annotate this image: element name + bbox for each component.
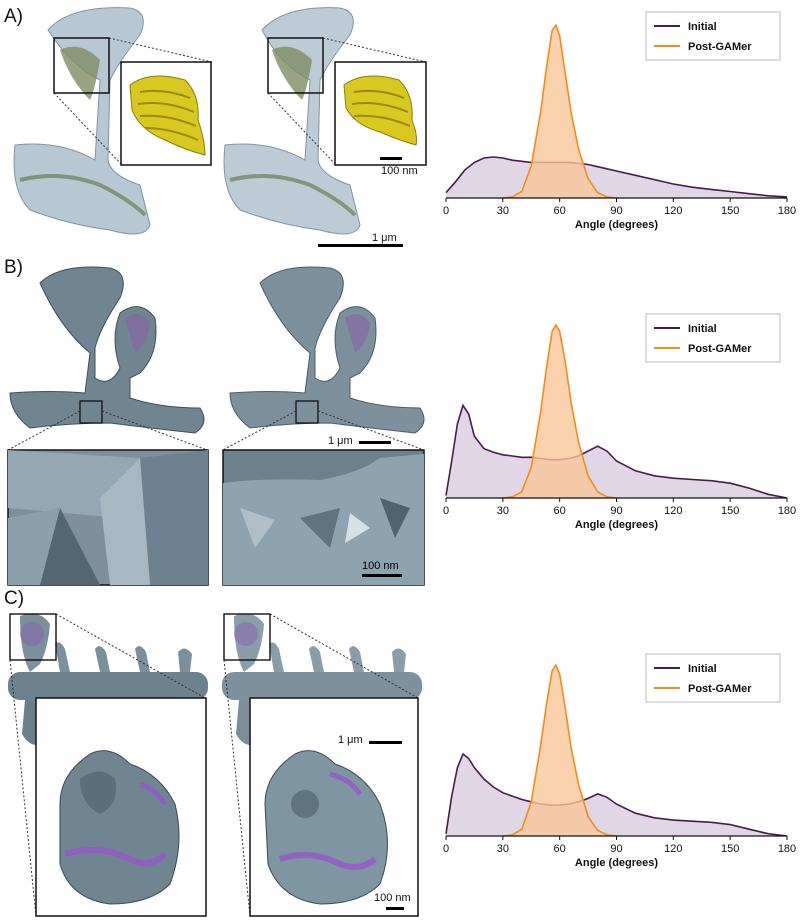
- x-tick-label: 30: [497, 205, 509, 217]
- legend-label: Post-GAMer: [688, 343, 752, 355]
- panel-b-inset-left: [7, 449, 209, 586]
- panel-c-inset-scale-label: 100 nm: [374, 892, 411, 904]
- x-tick-label: 120: [664, 505, 682, 517]
- x-tick-label: 180: [778, 205, 796, 217]
- legend-box: [645, 653, 781, 703]
- panel-b-post-mesh: [229, 266, 425, 434]
- x-tick-label: 0: [443, 843, 449, 855]
- series-line-post-gamer: [502, 663, 617, 837]
- chart-c-angle-distribution: 0 30 60 90 120 150 180 Angle (degrees) Initial Po…: [443, 653, 796, 869]
- legend-label: Initial: [688, 21, 717, 33]
- panel-label-c: C): [4, 588, 25, 609]
- legend-box: [645, 11, 781, 61]
- x-tick-label: 30: [497, 505, 509, 517]
- legend-label: Post-GAMer: [688, 41, 752, 53]
- x-tick-label: 60: [554, 505, 566, 517]
- x-axis-label: Angle (degrees): [575, 219, 658, 231]
- panel-a-roi-box-right: [267, 37, 324, 94]
- panel-a-inset-scalebar: [380, 157, 402, 160]
- panel-b-main-scale-label: 1 μm: [328, 435, 353, 447]
- series-area-post-gamer: [502, 25, 617, 199]
- x-tick-label: 150: [721, 205, 739, 217]
- x-tick-label: 60: [554, 843, 566, 855]
- panel-a-initial-mesh: [13, 7, 151, 235]
- legend-label: Initial: [688, 323, 717, 335]
- panel-c-inset-scalebar: [386, 907, 404, 910]
- series-area-post-gamer: [502, 665, 617, 836]
- x-tick-label: 120: [664, 843, 682, 855]
- chart-a-angle-distribution: 0 30 60 90 120 150 180 Angle (degrees) Initial Po…: [443, 11, 796, 231]
- x-tick-label: 120: [664, 205, 682, 217]
- panel-c-main-scale-label: 1 μm: [338, 734, 363, 746]
- panel-b-initial-mesh: [9, 266, 205, 434]
- x-tick-label: 150: [721, 843, 739, 855]
- x-tick-label: 90: [610, 843, 622, 855]
- series-line-post-gamer: [502, 23, 617, 199]
- panel-b-mesh-renderings: [7, 266, 425, 586]
- panel-c-inset-left: [35, 697, 207, 917]
- x-tick-label: 60: [554, 205, 566, 217]
- panel-a-main-scalebar: [318, 244, 403, 247]
- series-line-post-gamer: [502, 323, 617, 499]
- x-tick-label: 90: [610, 205, 622, 217]
- panel-a-inset-scale-label: 100 nm: [381, 165, 418, 177]
- panel-c-inset-right: [249, 697, 419, 917]
- chart-legend: Initial Post-GAMer: [645, 313, 781, 363]
- x-tick-label: 180: [778, 505, 796, 517]
- panel-c-main-scalebar: [369, 741, 402, 744]
- panel-label-a: A): [4, 6, 23, 27]
- series-area-post-gamer: [502, 325, 617, 498]
- x-tick-label: 180: [778, 843, 796, 855]
- panel-b-inset-right: [222, 449, 425, 586]
- panel-b-inset-scale-label: 100 nm: [362, 560, 399, 572]
- panel-c-mesh-renderings: [8, 613, 422, 917]
- legend-box: [645, 313, 781, 363]
- x-axis-label: Angle (degrees): [575, 519, 658, 531]
- panel-a-inset-right: [334, 61, 427, 166]
- x-axis-label: Angle (degrees): [575, 857, 658, 869]
- legend-label: Post-GAMer: [688, 683, 752, 695]
- chart-legend: Initial Post-GAMer: [645, 653, 781, 703]
- panel-a-roi-box-left: [53, 37, 110, 94]
- panel-b-main-scalebar: [359, 441, 391, 444]
- panel-label-b: B): [4, 257, 23, 278]
- panel-a-mesh-renderings: [13, 7, 427, 235]
- legend-label: Initial: [688, 663, 717, 675]
- series-area-initial: [446, 754, 787, 836]
- panel-a-post-mesh: [223, 7, 361, 235]
- x-tick-label: 90: [610, 505, 622, 517]
- panel-a-main-scale-label: 1 μm: [372, 232, 397, 244]
- panel-b-inset-scalebar: [362, 574, 402, 577]
- chart-b-angle-distribution: 0 30 60 90 120 150 180 Angle (degrees) Initial Po…: [443, 313, 796, 531]
- panel-a-inset-left: [120, 61, 212, 166]
- chart-legend: Initial Post-GAMer: [645, 11, 781, 61]
- x-tick-label: 30: [497, 843, 509, 855]
- x-tick-label: 0: [443, 505, 449, 517]
- x-tick-label: 0: [443, 205, 449, 217]
- x-tick-label: 150: [721, 505, 739, 517]
